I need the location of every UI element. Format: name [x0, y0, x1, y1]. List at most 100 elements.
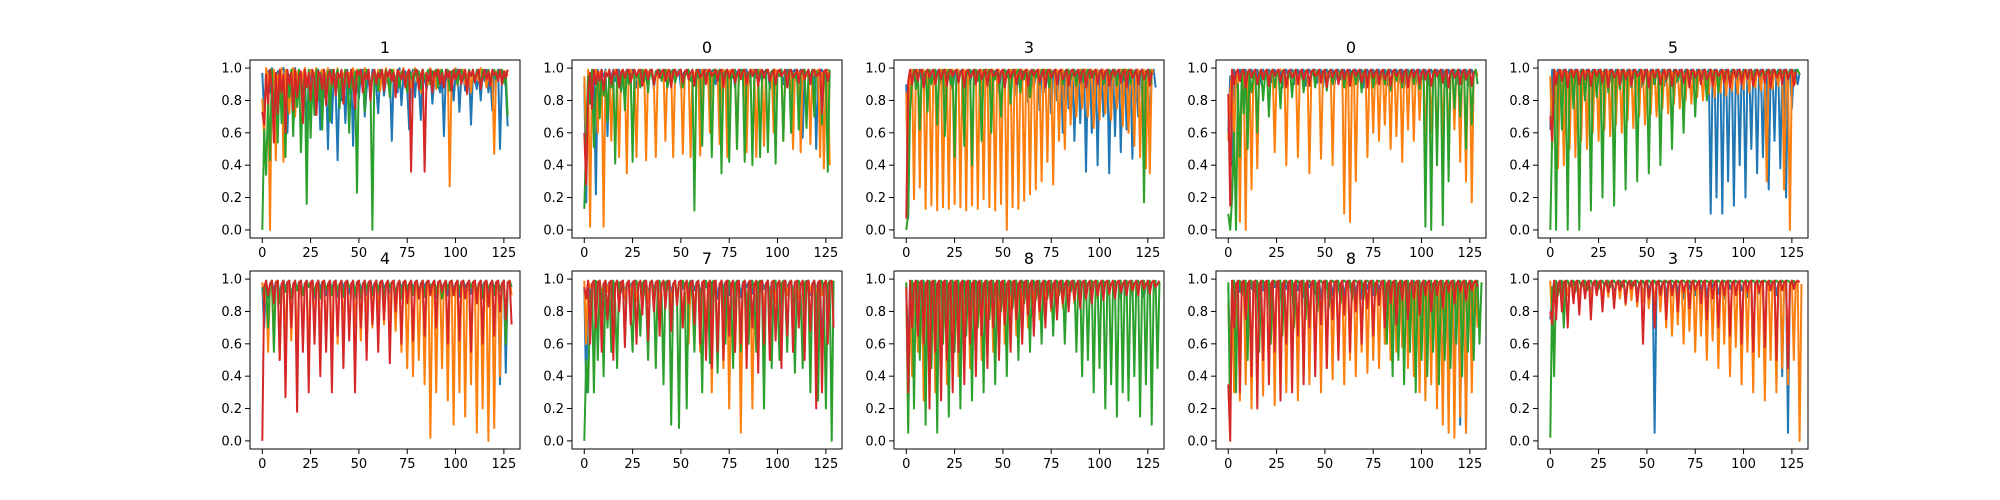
panel-title: 1 [380, 38, 390, 57]
y-tick-label: 0.6 [865, 126, 886, 141]
x-tick-label: 0 [580, 457, 588, 472]
series-line [261, 279, 513, 441]
y-tick-label: 0.6 [1509, 337, 1530, 352]
y-tick-label: 1.0 [1509, 62, 1530, 77]
y-tick-label: 0.0 [543, 223, 564, 238]
series-line [583, 279, 835, 410]
y-tick-label: 0.2 [221, 191, 242, 206]
plot-frame [1215, 270, 1487, 450]
x-tick-label: 125 [1457, 457, 1482, 472]
panel-title: 8 [1346, 249, 1356, 268]
x-tick-label: 125 [491, 457, 516, 472]
y-tick-label: 1.0 [543, 273, 564, 288]
y-tick-label: 0.0 [865, 434, 886, 449]
plot-frame [893, 59, 1165, 239]
y-tick-label: 0.4 [865, 159, 886, 174]
x-tick-label: 25 [1590, 246, 1607, 261]
y-tick-label: 0.0 [1509, 434, 1530, 449]
x-tick-label: 75 [399, 246, 416, 261]
x-tick-label: 100 [1409, 246, 1434, 261]
y-tick-label: 0.8 [543, 94, 564, 109]
x-tick-label: 25 [1590, 457, 1607, 472]
y-tick-label: 0.8 [543, 305, 564, 320]
x-tick-label: 100 [443, 246, 468, 261]
y-tick-label: 0.4 [1187, 370, 1208, 385]
series-line [1549, 279, 1801, 370]
panel-title: 0 [702, 38, 712, 57]
y-tick-label: 0.8 [865, 305, 886, 320]
series-line [905, 68, 1153, 219]
x-tick-label: 125 [1457, 246, 1482, 261]
y-tick-label: 0.2 [1187, 191, 1208, 206]
subplot-panel: 0 25 50 75 100 125 0.0 0.2 0.4 0.6 0.8 1.0 7 [543, 249, 843, 472]
y-tick-label: 0.4 [543, 159, 564, 174]
x-tick-label: 125 [813, 246, 838, 261]
y-tick-label: 0.4 [221, 370, 242, 385]
series-line [1227, 68, 1475, 207]
subplot-panel: 0 25 50 75 100 125 0.0 0.2 0.4 0.6 0.8 1.0 3 [1509, 249, 1809, 472]
subplot-panel: 0 25 50 75 100 125 0.0 0.2 0.4 0.6 0.8 1.0 1 [221, 38, 521, 261]
x-tick-label: 125 [1779, 457, 1804, 472]
panel-title: 5 [1668, 38, 1678, 57]
x-tick-label: 25 [302, 246, 319, 261]
series-line [583, 279, 835, 442]
x-tick-label: 25 [624, 246, 641, 261]
x-tick-label: 100 [1731, 457, 1756, 472]
panel-title: 0 [1346, 38, 1356, 57]
y-tick-label: 0.2 [865, 191, 886, 206]
subplot-panel: 0 25 50 75 100 125 0.0 0.2 0.4 0.6 0.8 1.0 0 [1187, 38, 1487, 261]
x-tick-label: 125 [1135, 457, 1160, 472]
plot-frame [249, 270, 521, 450]
subplot-panel: 0 25 50 75 100 125 0.0 0.2 0.4 0.6 0.8 1.0 0 [543, 38, 843, 261]
y-tick-label: 0.2 [221, 402, 242, 417]
series-line [1549, 279, 1797, 438]
x-tick-label: 50 [995, 246, 1012, 261]
x-tick-label: 0 [902, 457, 910, 472]
x-tick-label: 50 [1639, 246, 1656, 261]
y-tick-label: 0.8 [1187, 305, 1208, 320]
y-tick-label: 0.0 [221, 223, 242, 238]
x-tick-label: 25 [624, 457, 641, 472]
y-tick-label: 1.0 [543, 62, 564, 77]
plot-frame [1537, 59, 1809, 239]
y-tick-label: 1.0 [221, 273, 242, 288]
x-tick-label: 50 [351, 457, 368, 472]
x-tick-label: 0 [1224, 457, 1232, 472]
subplot-panel: 0 25 50 75 100 125 0.0 0.2 0.4 0.6 0.8 1.0 3 [865, 38, 1165, 261]
y-tick-label: 0.6 [1509, 126, 1530, 141]
y-tick-label: 1.0 [221, 62, 242, 77]
x-tick-label: 100 [1087, 246, 1112, 261]
series-line [905, 68, 1155, 231]
panel-title: 3 [1024, 38, 1034, 57]
x-tick-label: 25 [1268, 457, 1285, 472]
y-tick-label: 1.0 [1187, 273, 1208, 288]
y-tick-label: 0.0 [1509, 223, 1530, 238]
panel-title: 3 [1668, 249, 1678, 268]
y-tick-label: 0.6 [865, 337, 886, 352]
plot-frame [893, 270, 1165, 450]
x-tick-label: 125 [491, 246, 516, 261]
y-tick-label: 0.8 [1509, 94, 1530, 109]
x-tick-label: 100 [765, 246, 790, 261]
x-tick-label: 0 [1546, 457, 1554, 472]
plot-frame [1537, 270, 1809, 450]
subplot-panel: 0 25 50 75 100 125 0.0 0.2 0.4 0.6 0.8 1.0 5 [1509, 38, 1809, 261]
y-tick-label: 0.8 [221, 305, 242, 320]
series-line [583, 68, 831, 186]
y-tick-label: 0.6 [543, 337, 564, 352]
x-tick-label: 50 [995, 457, 1012, 472]
plot-frame [571, 270, 843, 450]
y-tick-label: 0.6 [221, 337, 242, 352]
x-tick-label: 0 [1224, 246, 1232, 261]
y-tick-label: 0.4 [221, 159, 242, 174]
y-tick-label: 0.2 [1187, 402, 1208, 417]
x-tick-label: 25 [946, 246, 963, 261]
subplot-panel: 0 25 50 75 100 125 0.0 0.2 0.4 0.6 0.8 1.0 4 [221, 249, 521, 472]
y-tick-label: 0.8 [221, 94, 242, 109]
x-tick-label: 25 [302, 457, 319, 472]
x-tick-label: 0 [902, 246, 910, 261]
y-tick-label: 0.6 [543, 126, 564, 141]
y-tick-label: 0.2 [1509, 191, 1530, 206]
panel-title: 4 [380, 249, 390, 268]
y-tick-label: 0.4 [543, 370, 564, 385]
